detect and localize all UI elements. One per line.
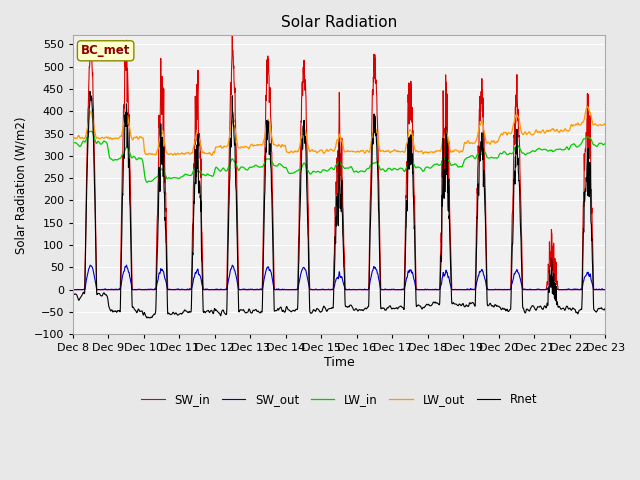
- SW_out: [555, 287, 563, 293]
- LW_out: [218, 145, 225, 151]
- SW_out: [355, 287, 362, 292]
- Line: LW_out: LW_out: [73, 107, 605, 156]
- SW_out: [218, 287, 225, 292]
- LW_in: [602, 140, 609, 146]
- LW_in: [88, 129, 95, 134]
- LW_in: [367, 163, 374, 168]
- LW_out: [69, 135, 77, 141]
- Rnet: [69, 291, 77, 297]
- LW_out: [602, 122, 609, 128]
- Rnet: [367, 223, 374, 228]
- Line: SW_out: SW_out: [73, 265, 605, 290]
- LW_in: [355, 169, 363, 175]
- LW_in: [218, 167, 226, 172]
- SW_out: [570, 287, 577, 292]
- Rnet: [570, 306, 577, 312]
- SW_out: [69, 287, 77, 293]
- SW_in: [69, 287, 77, 293]
- Rnet: [602, 305, 609, 311]
- LW_out: [583, 104, 591, 109]
- Rnet: [218, 308, 226, 314]
- Rnet: [355, 307, 363, 313]
- SW_in: [355, 287, 362, 293]
- LW_out: [355, 149, 362, 155]
- LW_in: [494, 154, 502, 160]
- SW_in: [218, 287, 225, 293]
- SW_in: [228, 25, 236, 31]
- Legend: SW_in, SW_out, LW_in, LW_out, Rnet: SW_in, SW_out, LW_in, LW_out, Rnet: [136, 388, 542, 410]
- LW_out: [366, 146, 374, 152]
- LW_out: [494, 138, 502, 144]
- Title: Solar Radiation: Solar Radiation: [281, 15, 397, 30]
- LW_in: [570, 141, 577, 146]
- Rnet: [555, 304, 563, 310]
- LW_in: [555, 146, 563, 152]
- Y-axis label: Solar Radiation (W/m2): Solar Radiation (W/m2): [15, 116, 28, 253]
- LW_out: [570, 122, 577, 128]
- SW_in: [366, 200, 374, 206]
- SW_in: [494, 287, 502, 293]
- SW_in: [555, 287, 563, 293]
- SW_in: [602, 287, 609, 293]
- LW_out: [208, 153, 216, 158]
- LW_out: [555, 129, 563, 135]
- Text: BC_met: BC_met: [81, 44, 131, 57]
- X-axis label: Time: Time: [324, 356, 355, 369]
- Rnet: [494, 303, 502, 309]
- Rnet: [147, 315, 154, 321]
- SW_in: [570, 287, 577, 293]
- Line: Rnet: Rnet: [73, 91, 605, 318]
- Line: SW_in: SW_in: [73, 28, 605, 290]
- SW_out: [602, 287, 609, 292]
- SW_out: [86, 262, 94, 268]
- LW_in: [143, 180, 151, 185]
- Rnet: [86, 88, 94, 94]
- SW_out: [366, 278, 374, 284]
- SW_out: [494, 287, 502, 292]
- LW_in: [69, 140, 77, 146]
- Line: LW_in: LW_in: [73, 132, 605, 182]
